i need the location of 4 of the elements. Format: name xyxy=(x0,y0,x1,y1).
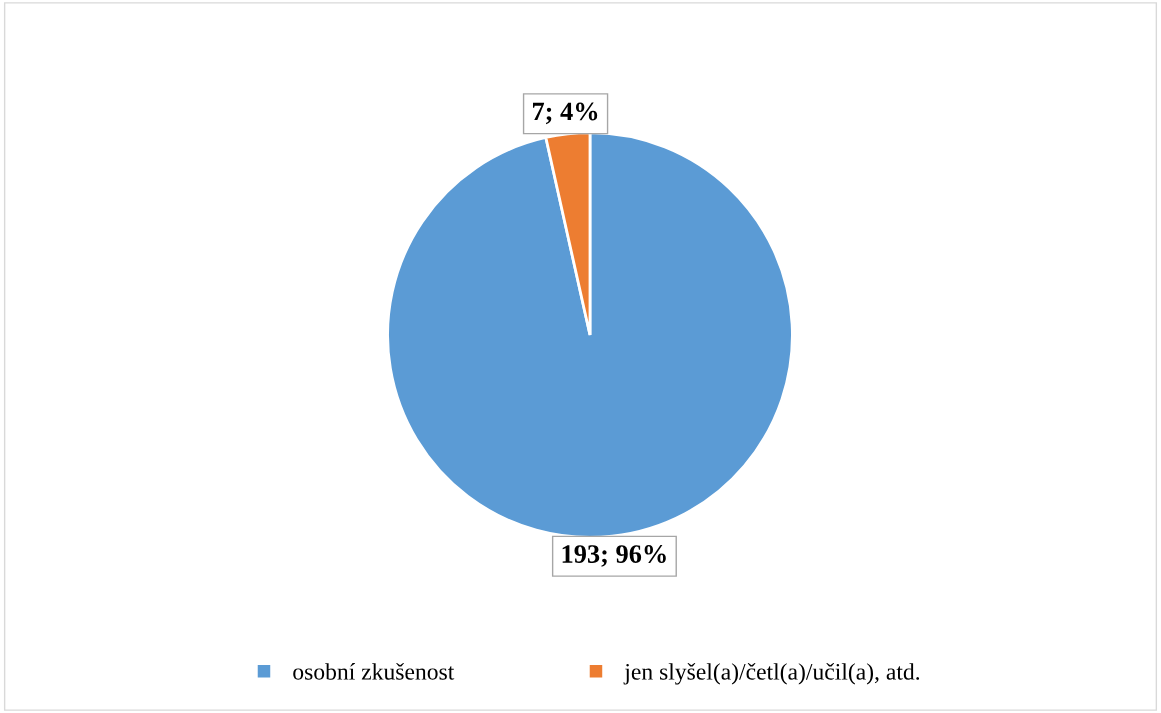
legend-label: osobní zkušenost xyxy=(293,663,455,680)
data-label: 7; 4% xyxy=(533,102,598,125)
legend-label: jen slyšel(a)/četl(a)/učil(a), atd. xyxy=(623,663,920,685)
data-label: 193; 96% xyxy=(562,545,666,567)
